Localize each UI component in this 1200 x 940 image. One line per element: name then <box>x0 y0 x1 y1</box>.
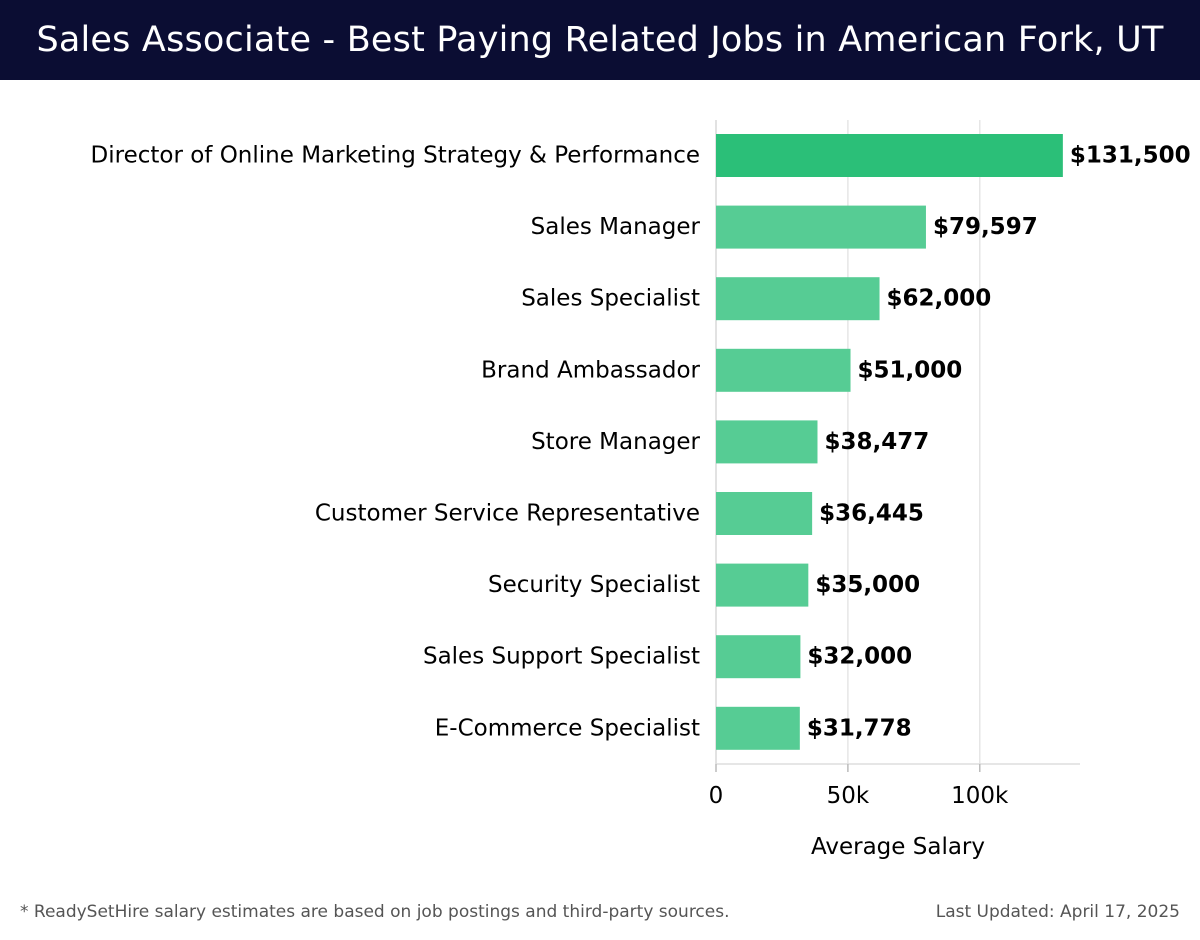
value-label: $51,000 <box>858 357 963 383</box>
category-label: Sales Manager <box>531 214 701 240</box>
category-label: E-Commerce Specialist <box>435 715 700 741</box>
category-label: Sales Specialist <box>521 286 700 312</box>
category-label: Customer Service Representative <box>315 501 700 527</box>
value-label: $79,597 <box>933 214 1038 240</box>
value-label: $131,500 <box>1070 143 1191 169</box>
category-label: Brand Ambassador <box>481 357 700 383</box>
category-label: Store Manager <box>531 429 700 455</box>
bar <box>716 706 800 750</box>
salary-bar-chart: Director of Online Marketing Strategy & … <box>91 120 1191 860</box>
x-tick-label: 0 <box>709 783 724 809</box>
bar <box>716 492 813 535</box>
bar <box>716 134 1063 177</box>
category-label: Security Specialist <box>488 572 700 598</box>
bar <box>716 563 809 607</box>
value-label: $36,445 <box>819 501 924 527</box>
page-title: Sales Associate - Best Paying Related Jo… <box>36 20 1164 60</box>
bar <box>716 635 801 679</box>
value-label: $35,000 <box>815 572 920 598</box>
x-tick-label: 100k <box>951 783 1009 809</box>
bar <box>716 348 851 392</box>
header-bar: Sales Associate - Best Paying Related Jo… <box>0 0 1200 80</box>
bar <box>716 205 926 249</box>
category-label: Director of Online Marketing Strategy & … <box>91 143 700 169</box>
x-axis-title: Average Salary <box>811 834 985 860</box>
value-label: $32,000 <box>807 644 912 670</box>
bar <box>716 420 818 464</box>
category-label: Sales Support Specialist <box>423 644 700 670</box>
value-label: $38,477 <box>824 429 929 455</box>
value-label: $31,778 <box>807 715 912 741</box>
footer-note: * ReadySetHire salary estimates are base… <box>20 902 730 922</box>
x-tick-label: 50k <box>827 783 870 809</box>
value-label: $62,000 <box>887 286 992 312</box>
last-updated: Last Updated: April 17, 2025 <box>935 902 1180 922</box>
bar <box>716 277 880 321</box>
